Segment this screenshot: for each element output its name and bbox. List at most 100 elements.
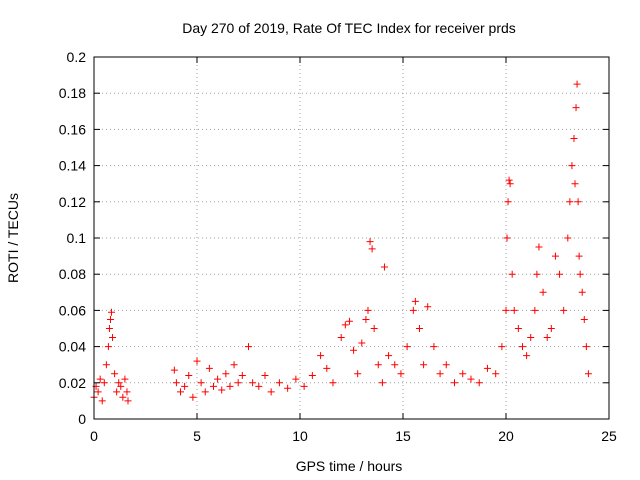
x-tick-label: 25 — [601, 428, 617, 444]
data-point — [124, 397, 132, 405]
data-point — [527, 334, 535, 342]
data-point — [115, 379, 123, 387]
data-point — [508, 270, 516, 278]
data-point — [300, 382, 308, 390]
data-point — [510, 306, 518, 314]
data-point — [535, 243, 543, 251]
data-point — [374, 361, 382, 369]
y-tick-label: 0.02 — [59, 375, 86, 391]
data-point — [436, 370, 444, 378]
data-point — [568, 162, 576, 170]
data-point — [430, 343, 438, 351]
data-point — [518, 343, 526, 351]
data-point — [492, 370, 500, 378]
data-point — [193, 357, 201, 365]
chart-title: Day 270 of 2019, Rate Of TEC Index for r… — [182, 20, 516, 36]
data-point — [341, 321, 349, 329]
data-point — [230, 361, 238, 369]
data-point — [121, 375, 129, 383]
data-point — [226, 382, 234, 390]
data-point — [503, 234, 511, 242]
y-tick-label: 0.14 — [59, 158, 86, 174]
data-point — [397, 370, 405, 378]
data-point — [104, 343, 112, 351]
y-tick-label: 0.04 — [59, 339, 86, 355]
data-point — [292, 375, 300, 383]
data-point — [575, 252, 583, 260]
data-point — [556, 270, 564, 278]
data-point — [571, 180, 579, 188]
data-point — [170, 366, 178, 374]
data-point — [275, 379, 283, 387]
data-point — [411, 297, 419, 305]
data-point — [533, 270, 541, 278]
data-point — [483, 364, 491, 372]
data-point — [578, 288, 586, 296]
data-point — [255, 382, 263, 390]
data-point — [117, 382, 125, 390]
data-point — [358, 339, 366, 347]
data-point — [502, 306, 510, 314]
data-point — [424, 303, 432, 311]
data-point — [368, 245, 376, 253]
data-point — [113, 388, 121, 396]
data-point — [94, 388, 102, 396]
data-point — [451, 379, 458, 387]
data-point — [364, 306, 372, 314]
data-point — [218, 386, 226, 394]
data-point — [547, 325, 555, 332]
data-point — [267, 388, 275, 396]
data-point — [181, 382, 189, 390]
data-point — [380, 263, 388, 271]
data-point — [96, 375, 104, 383]
y-tick-label: 0.12 — [59, 194, 86, 210]
data-point — [576, 270, 584, 278]
data-point — [119, 393, 127, 401]
data-point — [172, 379, 180, 387]
data-point — [308, 372, 316, 380]
data-point — [498, 343, 506, 351]
data-point — [105, 325, 113, 332]
y-tick-label: 0.08 — [59, 266, 86, 282]
y-tick-label: 0.18 — [59, 85, 86, 101]
data-point — [177, 388, 185, 396]
x-axis-title: GPS time / hours — [296, 458, 403, 474]
data-point — [560, 306, 568, 314]
data-point — [564, 234, 572, 242]
data-point — [245, 343, 252, 351]
data-point — [403, 343, 411, 351]
data-point — [197, 379, 205, 387]
data-point — [100, 379, 108, 387]
data-point — [370, 325, 378, 332]
data-point — [505, 176, 513, 184]
data-point — [261, 372, 269, 380]
y-tick-label: 0.16 — [59, 121, 86, 137]
data-point — [506, 180, 514, 188]
data-point — [329, 379, 337, 387]
x-tick-label: 15 — [395, 428, 411, 444]
points-layer — [90, 80, 592, 405]
y-tick-label: 0 — [78, 411, 86, 427]
data-point — [362, 315, 370, 323]
data-point — [467, 375, 475, 383]
data-point — [111, 370, 119, 378]
data-point — [189, 393, 197, 401]
data-point — [284, 384, 292, 392]
y-axis-title: ROTI / TECUs — [5, 193, 21, 283]
data-point — [205, 364, 213, 372]
x-tick-label: 0 — [90, 428, 98, 444]
data-point — [345, 317, 353, 325]
data-point — [98, 397, 106, 405]
y-tick-label: 0.06 — [59, 302, 86, 318]
data-point — [323, 364, 331, 372]
data-point — [572, 104, 580, 112]
data-point — [442, 361, 450, 369]
y-tick-label: 0.1 — [67, 230, 87, 246]
data-point — [378, 379, 386, 387]
data-point — [201, 388, 209, 396]
ticks-layer — [93, 56, 610, 420]
data-point — [570, 134, 578, 142]
data-point — [551, 252, 559, 260]
